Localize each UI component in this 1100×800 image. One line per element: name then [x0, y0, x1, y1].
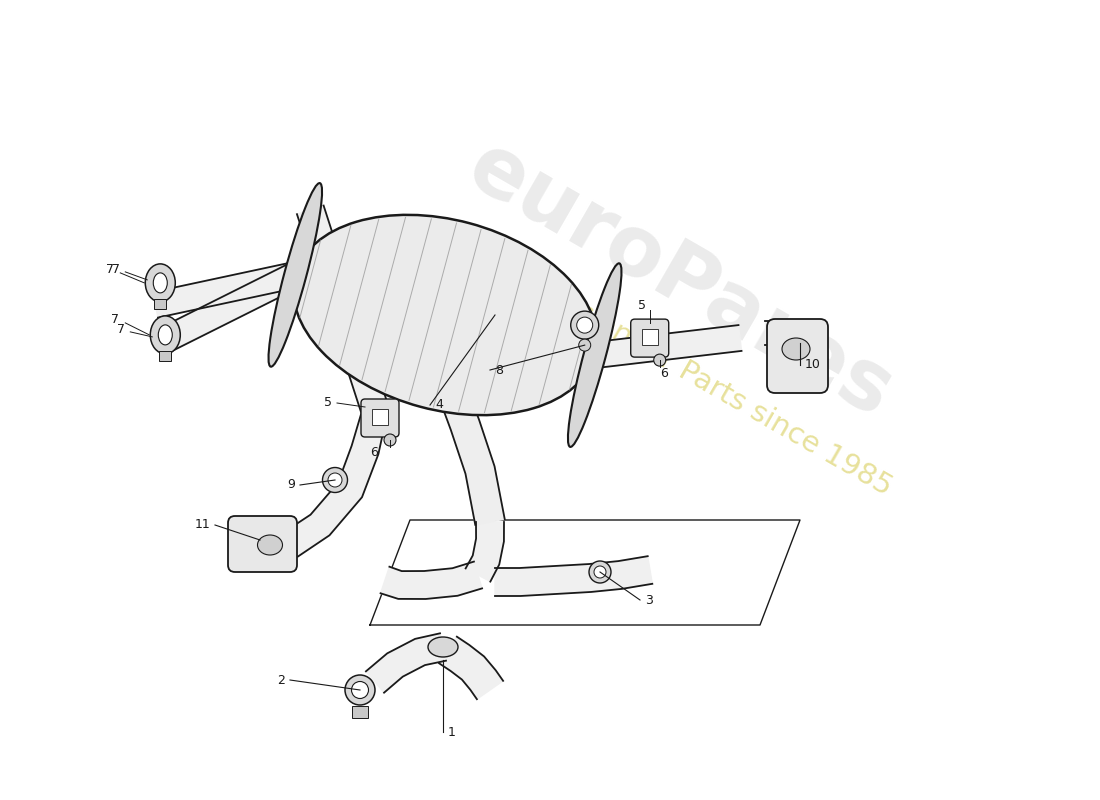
Ellipse shape: [294, 215, 596, 415]
Text: 2: 2: [277, 674, 285, 686]
Ellipse shape: [352, 682, 368, 698]
Ellipse shape: [145, 264, 175, 302]
Ellipse shape: [151, 316, 180, 354]
Text: 10: 10: [805, 358, 821, 371]
Text: 8: 8: [495, 363, 503, 377]
Ellipse shape: [782, 338, 810, 360]
Text: 7: 7: [112, 263, 120, 276]
Ellipse shape: [594, 566, 606, 578]
Bar: [154, 299, 166, 309]
Circle shape: [579, 339, 591, 351]
Ellipse shape: [328, 473, 342, 487]
Bar: [372, 409, 388, 425]
Text: 7: 7: [118, 323, 125, 336]
FancyBboxPatch shape: [361, 399, 399, 437]
Ellipse shape: [268, 183, 322, 366]
Polygon shape: [405, 334, 505, 525]
Text: 3: 3: [645, 594, 653, 606]
Text: 11: 11: [195, 518, 210, 531]
Polygon shape: [366, 634, 446, 693]
Ellipse shape: [257, 535, 283, 555]
FancyBboxPatch shape: [767, 319, 828, 393]
Circle shape: [384, 434, 396, 446]
Text: 1: 1: [448, 726, 455, 738]
Ellipse shape: [153, 273, 167, 293]
FancyBboxPatch shape: [630, 319, 669, 357]
Polygon shape: [160, 263, 301, 351]
Circle shape: [653, 354, 666, 366]
Polygon shape: [593, 325, 741, 368]
Ellipse shape: [428, 637, 458, 657]
Bar: [641, 329, 658, 345]
Text: 5: 5: [638, 298, 646, 312]
Bar: [160, 351, 172, 361]
Text: 7: 7: [111, 314, 119, 326]
Bar: [352, 706, 368, 718]
Ellipse shape: [588, 561, 610, 583]
Polygon shape: [764, 321, 785, 345]
Ellipse shape: [576, 317, 593, 333]
Polygon shape: [381, 562, 482, 599]
Text: 7: 7: [107, 263, 114, 276]
Text: euroPares: euroPares: [453, 126, 906, 434]
Text: 4: 4: [434, 398, 443, 411]
Polygon shape: [153, 262, 298, 318]
Polygon shape: [439, 637, 503, 699]
Ellipse shape: [571, 311, 598, 339]
Polygon shape: [465, 522, 504, 582]
Polygon shape: [283, 206, 388, 557]
Text: 5: 5: [324, 397, 332, 410]
Text: 9: 9: [287, 478, 295, 491]
Ellipse shape: [158, 325, 173, 345]
Text: 6: 6: [370, 446, 378, 459]
Text: 6: 6: [660, 366, 668, 380]
Ellipse shape: [345, 675, 375, 705]
Text: a passion for Parts since 1985: a passion for Parts since 1985: [503, 258, 896, 502]
Ellipse shape: [322, 467, 348, 493]
FancyBboxPatch shape: [228, 516, 297, 572]
Polygon shape: [495, 556, 652, 596]
Ellipse shape: [568, 263, 622, 447]
